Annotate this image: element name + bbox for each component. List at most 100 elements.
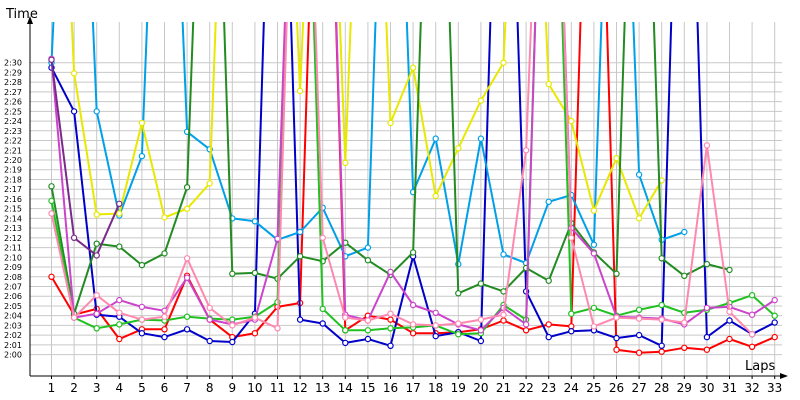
data-point	[635, 349, 643, 356]
data-point	[183, 183, 191, 191]
data-point	[70, 108, 78, 115]
y-tick-label: 2:14	[4, 214, 22, 223]
data-point	[455, 290, 462, 297]
y-tick-label: 2:10	[4, 253, 22, 262]
data-point	[500, 311, 507, 318]
data-point	[206, 304, 213, 312]
x-tick-label: 32	[744, 381, 759, 395]
data-point	[409, 249, 417, 256]
x-tick-label: 21	[496, 381, 511, 395]
y-tick-label: 2:25	[4, 107, 22, 116]
data-point	[545, 198, 552, 205]
data-point	[183, 205, 191, 212]
data-point	[274, 325, 281, 332]
data-point	[658, 255, 665, 262]
data-point	[319, 305, 326, 313]
data-point	[703, 346, 711, 353]
axes: Time Laps	[5, 7, 788, 379]
x-tick-label: 4	[115, 381, 123, 395]
data-point	[455, 320, 462, 327]
data-point	[342, 159, 349, 167]
y-tick-label: 2:05	[4, 302, 22, 311]
y-tick-label: 2:09	[4, 263, 22, 272]
x-tick-label: 8	[206, 381, 214, 395]
y-axis-title: Time	[5, 7, 38, 22]
data-point	[116, 296, 123, 304]
y-tick-label: 2:24	[4, 117, 22, 126]
data-point	[161, 313, 168, 320]
data-point	[296, 253, 304, 260]
y-tick-label: 2:07	[4, 282, 22, 291]
data-point	[726, 266, 733, 274]
y-tick-label: 2:06	[4, 292, 22, 301]
x-tick-label: 23	[541, 381, 556, 395]
data-point	[229, 322, 236, 329]
data-point	[613, 314, 620, 321]
data-point	[206, 316, 213, 323]
y-tick-label: 2:30	[4, 59, 22, 68]
data-point	[432, 192, 439, 200]
data-point	[545, 333, 552, 341]
data-point	[93, 310, 100, 317]
x-tick-label: 11	[270, 381, 285, 395]
data-point	[206, 180, 213, 187]
data-point	[771, 333, 778, 341]
data-point	[590, 241, 598, 248]
series-layer	[48, 22, 778, 356]
data-point	[364, 327, 372, 334]
data-point	[116, 243, 123, 250]
y-tick-label: 2:17	[4, 185, 22, 194]
data-point	[229, 338, 236, 346]
data-point	[545, 277, 552, 284]
data-point	[500, 288, 507, 295]
data-point	[635, 215, 643, 222]
data-point	[703, 142, 711, 149]
data-point	[500, 317, 507, 324]
y-tick-label: 2:11	[4, 244, 22, 253]
data-point	[568, 328, 575, 335]
data-point	[138, 152, 146, 160]
data-point	[116, 321, 123, 328]
data-point	[703, 260, 711, 268]
x-tick-label: 3	[93, 381, 101, 395]
data-point	[726, 317, 733, 324]
data-point	[522, 321, 530, 328]
data-point	[93, 240, 100, 247]
data-point	[93, 211, 100, 218]
data-point	[590, 304, 598, 312]
data-point	[477, 316, 485, 323]
data-point	[613, 346, 620, 353]
data-point	[48, 210, 55, 217]
data-point	[568, 310, 575, 317]
x-tick-label: 7	[183, 381, 191, 395]
data-point	[635, 306, 643, 313]
data-point	[432, 332, 439, 340]
data-point	[681, 319, 688, 326]
data-point	[409, 330, 417, 337]
data-point	[455, 331, 462, 338]
data-point	[681, 272, 688, 279]
y-tick-label: 2:20	[4, 156, 22, 165]
y-tick-label: 2:27	[4, 88, 22, 97]
data-point	[116, 210, 123, 217]
data-point	[681, 344, 688, 351]
data-point	[116, 200, 123, 207]
data-point	[658, 342, 665, 349]
data-point	[183, 255, 191, 262]
data-point	[342, 314, 349, 321]
data-point	[477, 280, 485, 287]
data-point	[568, 234, 575, 241]
data-point	[251, 269, 259, 277]
y-tick-label: 2:12	[4, 234, 22, 243]
data-point	[206, 337, 213, 345]
series-8	[48, 22, 756, 338]
x-tick-label: 13	[315, 381, 330, 395]
data-point	[364, 317, 372, 324]
x-tick-label: 25	[586, 381, 601, 395]
data-point	[568, 117, 575, 125]
data-point	[477, 97, 485, 104]
data-point	[477, 135, 485, 142]
data-point	[364, 335, 372, 343]
data-point	[48, 273, 55, 280]
data-point	[409, 301, 417, 309]
